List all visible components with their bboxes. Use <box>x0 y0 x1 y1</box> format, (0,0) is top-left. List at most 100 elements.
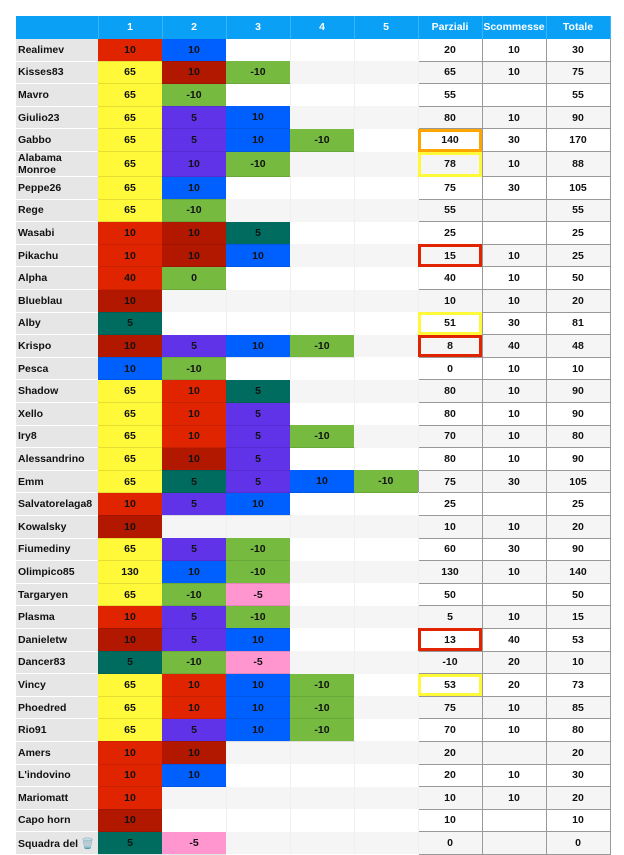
scommesse-cell: 20 <box>481 673 547 697</box>
player-name: Giulio23 <box>16 106 98 130</box>
round-2-score: 0 <box>162 266 226 291</box>
round-4-score: -10 <box>290 425 354 449</box>
table-row: Giulio23 65 5 10 80 10 90 <box>16 106 611 130</box>
player-name: Xello <box>16 402 98 426</box>
parziali-cell: 40 <box>417 266 483 291</box>
parziali-cell: 51 <box>417 312 483 336</box>
parziali-cell: 10 <box>417 289 483 313</box>
round-4-score: -10 <box>290 696 354 720</box>
table-row: Fiumediny 65 5 -10 60 30 90 <box>16 538 611 562</box>
parziali-cell: 140 <box>417 128 483 153</box>
player-name: Emm <box>16 470 98 494</box>
round-1-score: 10 <box>98 515 162 539</box>
round-4-empty <box>290 402 355 426</box>
round-1-score: 65 <box>98 106 162 130</box>
table-row: Rio91 65 5 10 -10 70 10 80 <box>16 718 611 742</box>
round-4-empty <box>290 651 355 674</box>
round-1-score: 5 <box>98 831 162 855</box>
parziali-cell: 13 <box>417 628 483 652</box>
parziali-cell: 20 <box>417 38 483 62</box>
player-name: Plasma <box>16 605 98 629</box>
player-name: Pikachu <box>16 244 98 268</box>
round-4-empty <box>290 538 355 561</box>
round-4-empty <box>290 492 355 516</box>
round-3-empty <box>226 199 291 222</box>
header-round-1: 1 <box>98 16 163 39</box>
player-name: Mariomatt <box>16 786 98 810</box>
parziali-cell: 70 <box>417 718 483 742</box>
round-2-score: 10 <box>162 425 226 449</box>
round-1-score: 10 <box>98 492 162 516</box>
round-1-score: 10 <box>98 764 162 788</box>
round-4-score: -10 <box>290 673 354 697</box>
totale-cell: 30 <box>545 764 611 788</box>
round-3-score: 10 <box>226 128 290 153</box>
round-3-empty <box>226 176 291 200</box>
totale-cell: 90 <box>545 447 611 471</box>
round-5-empty <box>354 289 419 313</box>
parziali-cell: 0 <box>417 831 483 855</box>
round-2-score: 10 <box>162 741 226 765</box>
round-2-score: 10 <box>162 764 226 788</box>
round-2-score: -5 <box>162 831 226 855</box>
round-4-empty <box>290 764 355 787</box>
round-1-score: 65 <box>98 83 162 107</box>
round-1-score: 65 <box>98 696 162 720</box>
totale-cell: 90 <box>545 106 611 130</box>
round-4-score: 10 <box>290 470 354 494</box>
scommesse-cell <box>481 83 547 107</box>
round-3-empty <box>226 809 291 832</box>
scommesse-cell: 10 <box>481 357 547 381</box>
round-1-score: 10 <box>98 334 162 358</box>
scommesse-cell: 30 <box>481 538 547 562</box>
player-name: Alpha <box>16 266 98 291</box>
round-1-score: 5 <box>98 312 162 336</box>
round-3-score: 5 <box>226 402 290 426</box>
round-3-empty <box>226 831 291 855</box>
table-row: Rege 65 -10 55 55 <box>16 199 611 223</box>
round-5-empty <box>354 628 419 652</box>
parziali-cell: 10 <box>417 809 483 833</box>
scommesse-cell: 10 <box>481 38 547 62</box>
round-4-empty <box>290 289 355 313</box>
round-4-empty <box>290 244 355 267</box>
parziali-cell: 53 <box>417 673 483 697</box>
round-2-score: 10 <box>162 560 226 584</box>
round-2-score: 10 <box>162 221 226 245</box>
totale-cell: 0 <box>545 831 611 855</box>
parziali-cell: 20 <box>417 741 483 765</box>
player-name: Wasabi <box>16 221 98 245</box>
player-name: Alabama Monroe <box>16 151 98 178</box>
round-4-score: -10 <box>290 334 354 358</box>
round-4-empty <box>290 106 355 129</box>
totale-cell: 90 <box>545 402 611 426</box>
scommesse-cell: 30 <box>481 470 547 494</box>
round-3-score: -10 <box>226 538 290 562</box>
player-name: Olimpico85 <box>16 560 98 584</box>
table-row: Realimev 10 10 20 10 30 <box>16 38 611 62</box>
player-name: Realimev <box>16 38 98 62</box>
scommesse-cell: 10 <box>481 402 547 426</box>
round-4-empty <box>290 221 355 245</box>
parziali-cell: 80 <box>417 447 483 471</box>
round-2-score: -10 <box>162 357 226 381</box>
round-5-empty <box>354 128 419 152</box>
table-row: Pesca 10 -10 0 10 10 <box>16 357 611 381</box>
table-row: Mavro 65 -10 55 55 <box>16 83 611 107</box>
totale-cell: 10 <box>545 651 611 675</box>
table-row: Olimpico85 130 10 -10 130 10 140 <box>16 560 611 584</box>
player-name: Dancer83 <box>16 651 98 675</box>
scommesse-cell <box>481 831 547 855</box>
totale-cell: 25 <box>545 221 611 245</box>
round-1-score: 10 <box>98 357 162 381</box>
round-5-empty <box>354 718 419 742</box>
scommesse-cell: 10 <box>481 786 547 810</box>
player-name: L'indovino <box>16 764 98 788</box>
player-name: Mavro <box>16 83 98 107</box>
parziali-cell: 15 <box>417 244 483 268</box>
header-round-2: 2 <box>162 16 227 39</box>
round-4-empty <box>290 831 355 855</box>
standings-table: 1 2 3 4 5 Parziali Scommesse Totale Real… <box>16 16 611 855</box>
round-1-score: 65 <box>98 379 162 403</box>
totale-cell: 20 <box>545 741 611 765</box>
